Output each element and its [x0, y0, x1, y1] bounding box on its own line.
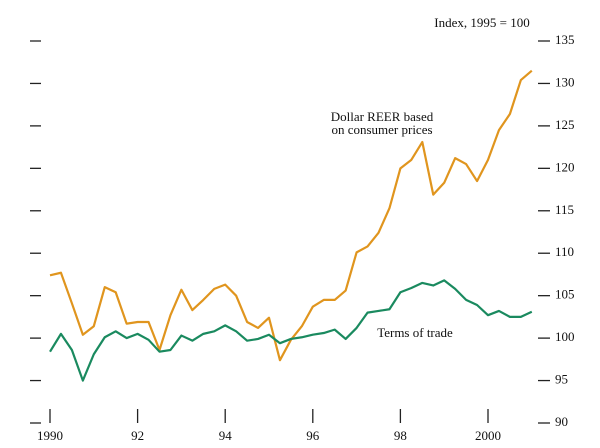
- annotation: Terms of trade: [377, 325, 453, 340]
- x-tick-label: 1990: [37, 428, 63, 443]
- series-line: [49, 69, 533, 362]
- y-tick-label: 95: [555, 372, 568, 387]
- annotation: Dollar REER based: [331, 109, 434, 124]
- y-tick-label: 135: [555, 32, 575, 47]
- x-tick-label: 98: [394, 428, 407, 443]
- y-tick-label: 130: [555, 74, 575, 89]
- x-tick-label: 92: [131, 428, 144, 443]
- x-tick-label: 96: [306, 428, 320, 443]
- x-tick-label: 94: [219, 428, 233, 443]
- y-tick-label: 110: [555, 244, 574, 259]
- x-tick-label: 2000: [475, 428, 501, 443]
- y-tick-label: 90: [555, 414, 568, 429]
- y-tick-label: 120: [555, 159, 575, 174]
- annotation: on consumer prices: [331, 122, 432, 137]
- series-line: [49, 279, 533, 382]
- y-tick-label: 100: [555, 329, 575, 344]
- y-tick-label: 125: [555, 117, 575, 132]
- y-axis-label: Index, 1995 = 100: [434, 15, 529, 30]
- y-tick-label: 105: [555, 287, 575, 302]
- y-tick-label: 115: [555, 202, 574, 217]
